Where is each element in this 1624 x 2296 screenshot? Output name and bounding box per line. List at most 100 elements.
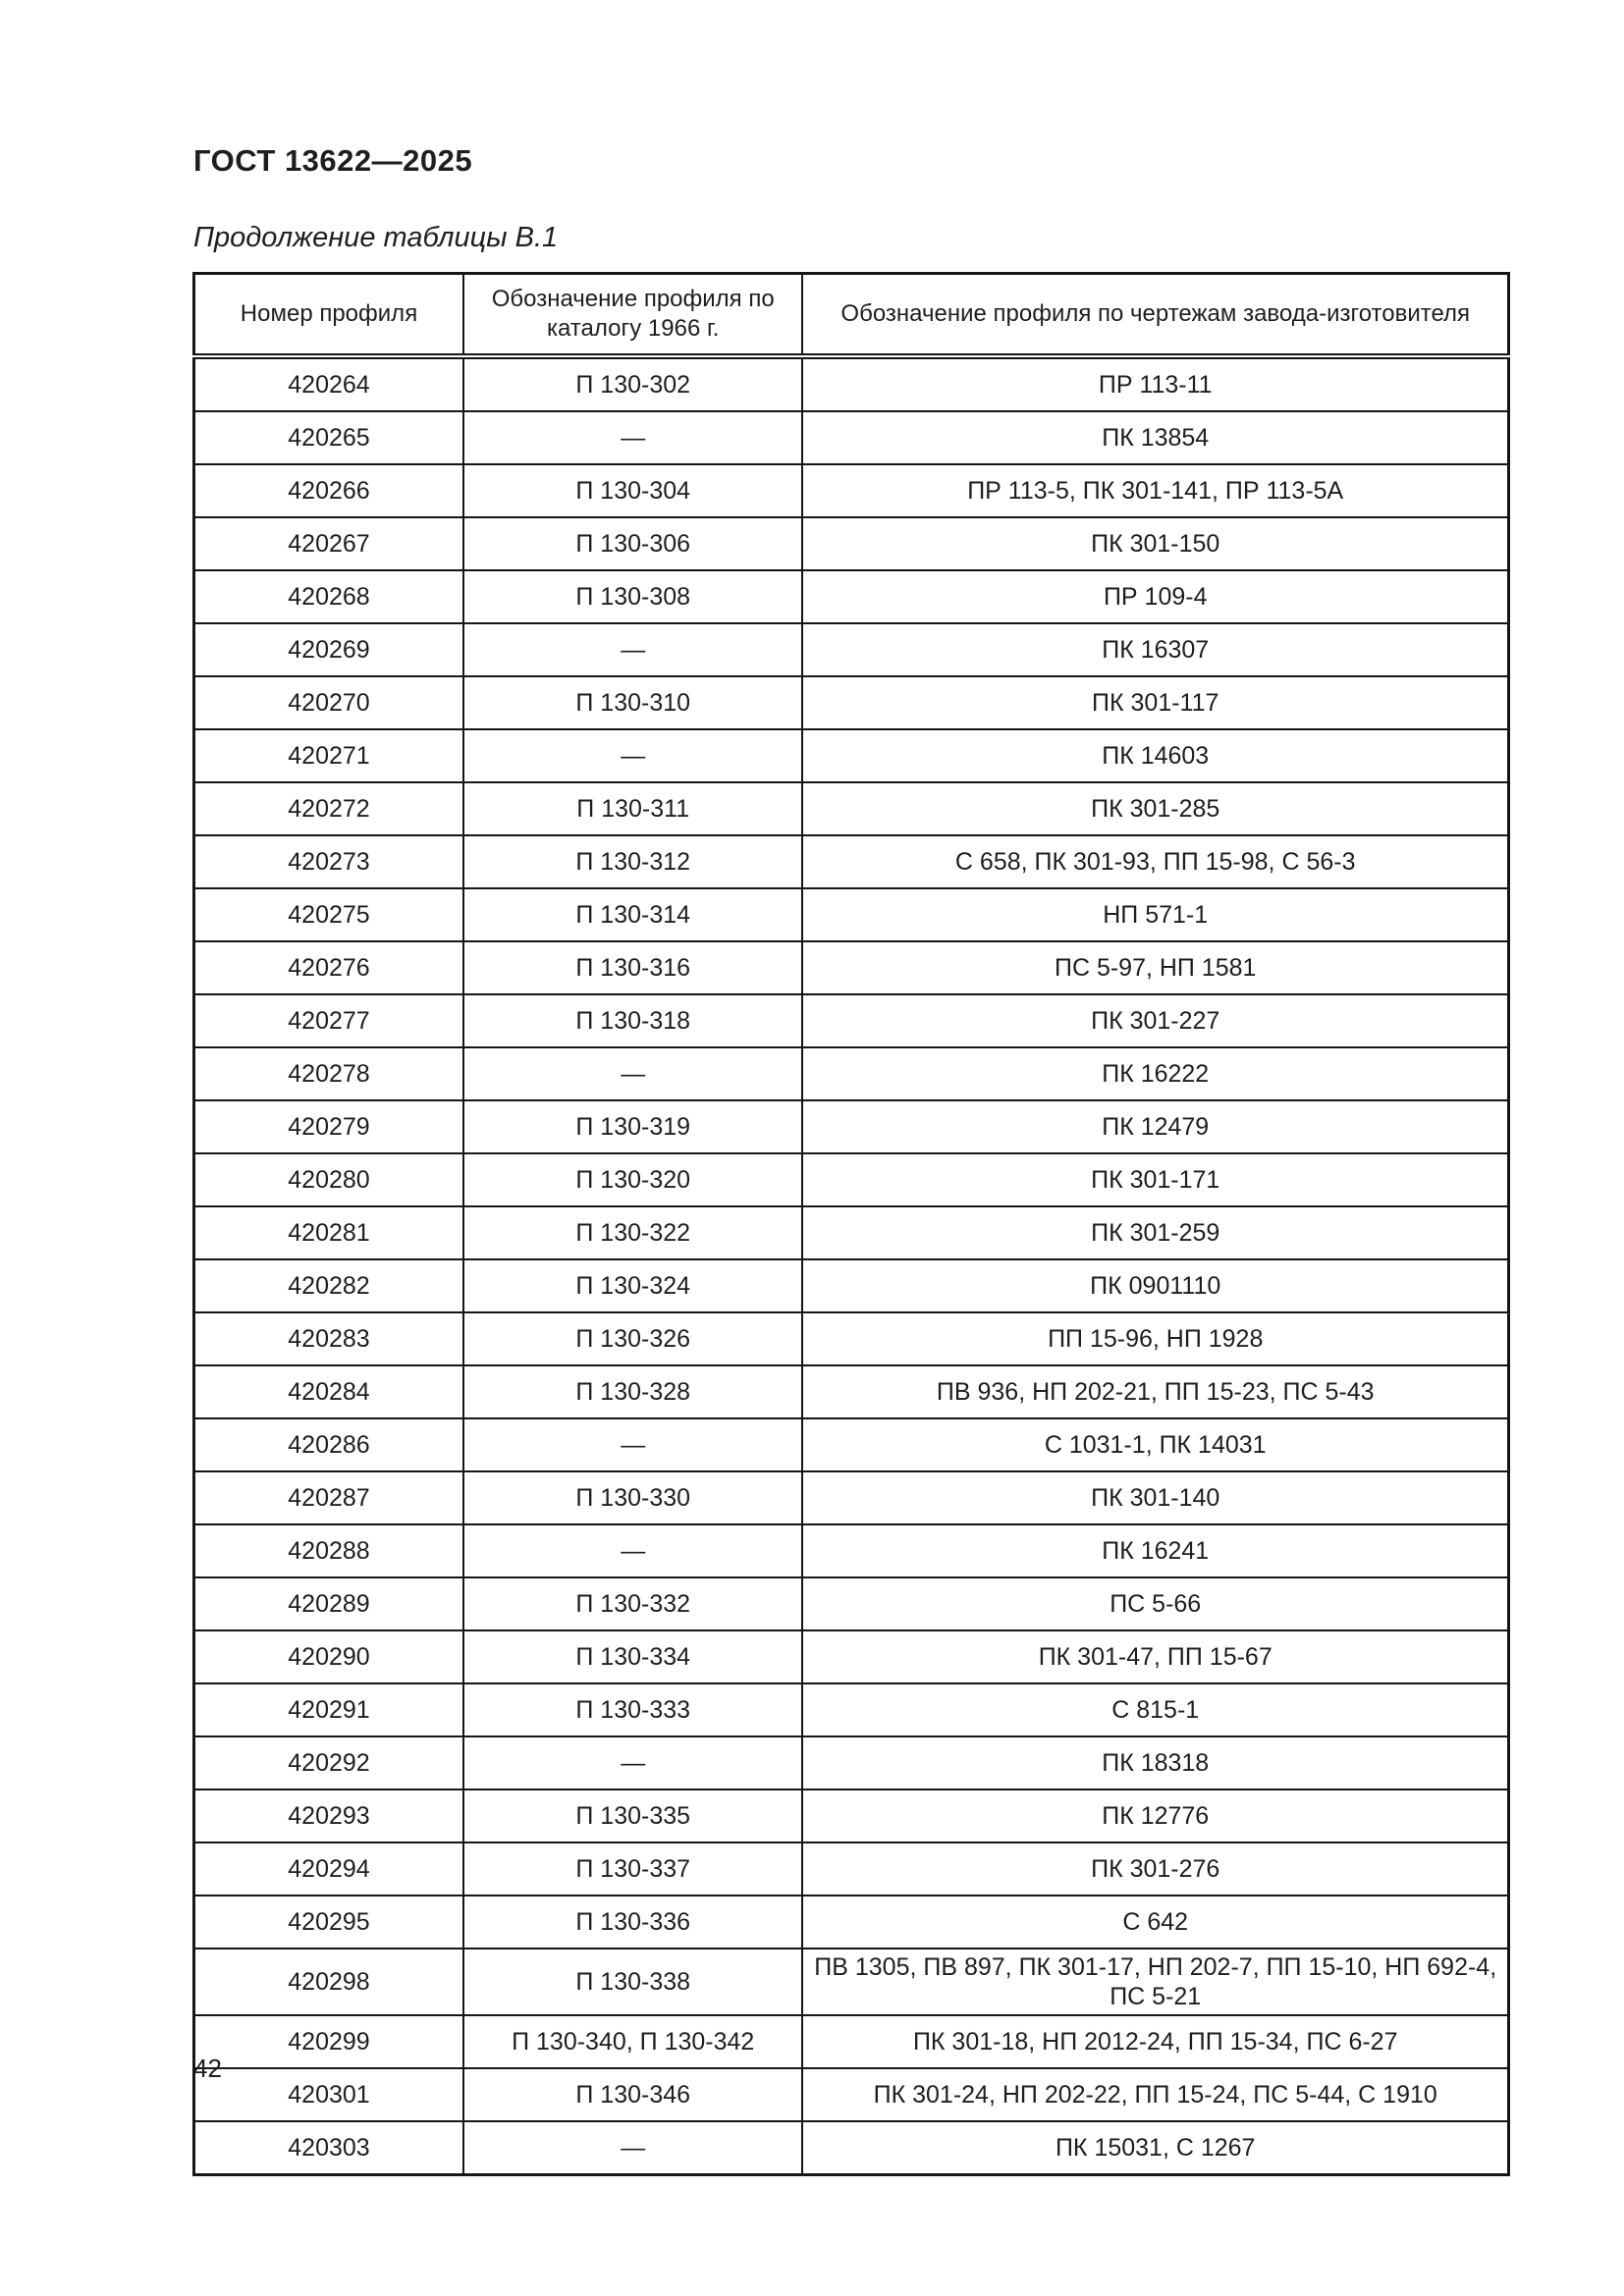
cell-catalog-1966-designation: П 130-326 [461, 1311, 804, 1366]
cell-profile-number: 420290 [192, 1629, 464, 1684]
table-row: 420275 П 130-314 НП 571-1 [192, 887, 1510, 942]
table-row: 420264 П 130-302 ПР 113-11 [192, 355, 1510, 412]
cell-manufacturer-designation: ПК 16241 [801, 1523, 1510, 1578]
cell-profile-number: 420279 [192, 1099, 464, 1154]
cell-catalog-1966-designation: П 130-333 [461, 1682, 804, 1737]
cell-profile-number: 420266 [192, 463, 464, 518]
cell-manufacturer-designation: ПК 301-276 [801, 1842, 1510, 1896]
cell-manufacturer-designation: С 658, ПК 301-93, ПП 15-98, С 56-3 [801, 834, 1510, 889]
cell-manufacturer-designation: ПВ 936, НП 202-21, ПП 15-23, ПС 5-43 [801, 1364, 1510, 1419]
table-row: 420284 П 130-328 ПВ 936, НП 202-21, ПП 15-… [192, 1364, 1510, 1419]
profiles-table: Номер профиля Обозначение профиля по кат… [192, 272, 1510, 2176]
table-row: 420276 П 130-316 ПС 5-97, НП 1581 [192, 940, 1510, 995]
cell-profile-number: 420292 [192, 1735, 464, 1790]
table-row: 420271— ПК 14603 [192, 728, 1510, 783]
cell-catalog-1966-designation: П 130-310 [461, 675, 804, 730]
cell-manufacturer-designation: ПК 301-171 [801, 1152, 1510, 1207]
cell-manufacturer-designation: ПК 301-117 [801, 675, 1510, 730]
table-body: 420264 П 130-302 ПР 113-11 420265— ПК 13854 4… [192, 355, 1510, 2176]
table-row: 420279 П 130-319 ПК 12479 [192, 1099, 1510, 1154]
table-row: 420266 П 130-304 ПР 113-5, ПК 301-141, ПР … [192, 463, 1510, 518]
cell-manufacturer-designation: ПР 109-4 [801, 569, 1510, 624]
cell-catalog-1966-designation: П 130-319 [461, 1099, 804, 1154]
cell-catalog-1966-designation: П 130-334 [461, 1629, 804, 1684]
table-row: 420280 П 130-320 ПК 301-171 [192, 1152, 1510, 1207]
cell-catalog-1966-designation: — [461, 2120, 804, 2176]
cell-manufacturer-designation: ПК 301-150 [801, 516, 1510, 571]
cell-profile-number: 420287 [192, 1470, 464, 1525]
cell-profile-number: 420278 [192, 1046, 464, 1101]
cell-manufacturer-designation: ПК 301-259 [801, 1205, 1510, 1260]
cell-profile-number: 420295 [192, 1895, 464, 1949]
table-row: 420281 П 130-322 ПК 301-259 [192, 1205, 1510, 1260]
cell-manufacturer-designation: ПК 301-140 [801, 1470, 1510, 1525]
cell-profile-number: 420264 [192, 355, 464, 412]
cell-catalog-1966-designation: — [461, 1046, 804, 1101]
col-header-catalog-1966-designation: Обозначение профиля по каталогу 1966 г. [461, 272, 804, 359]
cell-profile-number: 420280 [192, 1152, 464, 1207]
table-row: 420272 П 130-311 ПК 301-285 [192, 781, 1510, 836]
cell-manufacturer-designation: ПС 5-97, НП 1581 [801, 940, 1510, 995]
cell-profile-number: 420289 [192, 1576, 464, 1631]
cell-catalog-1966-designation: П 130-308 [461, 569, 804, 624]
cell-catalog-1966-designation: П 130-322 [461, 1205, 804, 1260]
cell-catalog-1966-designation: П 130-311 [461, 781, 804, 836]
table-row: 420290 П 130-334 ПК 301-47, ПП 15-67 [192, 1629, 1510, 1684]
table-row: 420287 П 130-330 ПК 301-140 [192, 1470, 1510, 1525]
cell-profile-number: 420294 [192, 1842, 464, 1896]
cell-profile-number: 420284 [192, 1364, 464, 1419]
table-row: 420298 П 130-338 ПВ 1305, ПВ 897, ПК 301-1… [192, 1948, 1510, 2016]
table-row: 420269— ПК 16307 [192, 622, 1510, 677]
col-header-manufacturer-designation: Обозначение профиля по чертежам завода-и… [801, 272, 1510, 359]
table-row: 420283 П 130-326 ПП 15-96, НП 1928 [192, 1311, 1510, 1366]
cell-manufacturer-designation: ПК 18318 [801, 1735, 1510, 1790]
cell-manufacturer-designation: ПК 14603 [801, 728, 1510, 783]
cell-catalog-1966-designation: П 130-316 [461, 940, 804, 995]
table-row: 420270 П 130-310 ПК 301-117 [192, 675, 1510, 730]
table-row: 420286— С 1031-1, ПК 14031 [192, 1417, 1510, 1472]
cell-catalog-1966-designation: — [461, 1735, 804, 1790]
cell-profile-number: 420291 [192, 1682, 464, 1737]
cell-manufacturer-designation: С 815-1 [801, 1682, 1510, 1737]
page-number: 42 [193, 2054, 222, 2083]
cell-catalog-1966-designation: П 130-328 [461, 1364, 804, 1419]
cell-catalog-1966-designation: П 130-302 [461, 355, 804, 412]
cell-profile-number: 420265 [192, 410, 464, 465]
cell-manufacturer-designation: ПР 113-11 [801, 355, 1510, 412]
cell-profile-number: 420268 [192, 569, 464, 624]
table-row: 420277 П 130-318 ПК 301-227 [192, 993, 1510, 1048]
cell-catalog-1966-designation: — [461, 410, 804, 465]
table-row: 420278— ПК 16222 [192, 1046, 1510, 1101]
cell-catalog-1966-designation: П 130-340, П 130-342 [461, 2014, 804, 2069]
cell-catalog-1966-designation: П 130-337 [461, 1842, 804, 1896]
cell-manufacturer-designation: ПК 301-227 [801, 993, 1510, 1048]
cell-catalog-1966-designation: — [461, 728, 804, 783]
table-row: 420303— ПК 15031, С 1267 [192, 2120, 1510, 2176]
cell-profile-number: 420273 [192, 834, 464, 889]
cell-manufacturer-designation: ПК 12776 [801, 1789, 1510, 1843]
cell-profile-number: 420272 [192, 781, 464, 836]
cell-profile-number: 420270 [192, 675, 464, 730]
cell-manufacturer-designation: ПК 16307 [801, 622, 1510, 677]
cell-profile-number: 420271 [192, 728, 464, 783]
cell-catalog-1966-designation: П 130-332 [461, 1576, 804, 1631]
cell-manufacturer-designation: ПК 0901110 [801, 1258, 1510, 1313]
cell-catalog-1966-designation: — [461, 1523, 804, 1578]
table-row: 420289 П 130-332 ПС 5-66 [192, 1576, 1510, 1631]
cell-manufacturer-designation: ПК 13854 [801, 410, 1510, 465]
table-row: 420268 П 130-308 ПР 109-4 [192, 569, 1510, 624]
table-row: 420292— ПК 18318 [192, 1735, 1510, 1790]
table-caption: Продолжение таблицы В.1 [193, 222, 559, 253]
cell-manufacturer-designation: ПК 12479 [801, 1099, 1510, 1154]
cell-manufacturer-designation: ПК 16222 [801, 1046, 1510, 1101]
cell-catalog-1966-designation: П 130-324 [461, 1258, 804, 1313]
table-row: 420295 П 130-336 С 642 [192, 1895, 1510, 1949]
cell-profile-number: 420269 [192, 622, 464, 677]
cell-catalog-1966-designation: — [461, 622, 804, 677]
cell-manufacturer-designation: ПП 15-96, НП 1928 [801, 1311, 1510, 1366]
col-header-profile-number: Номер профиля [192, 272, 464, 359]
table-row: 420293 П 130-335 ПК 12776 [192, 1789, 1510, 1843]
table-row: 420301 П 130-346 ПК 301-24, НП 202-22, ПП … [192, 2067, 1510, 2122]
table-row: 420299 П 130-340, П 130-342 ПК 301-18, НП … [192, 2014, 1510, 2069]
